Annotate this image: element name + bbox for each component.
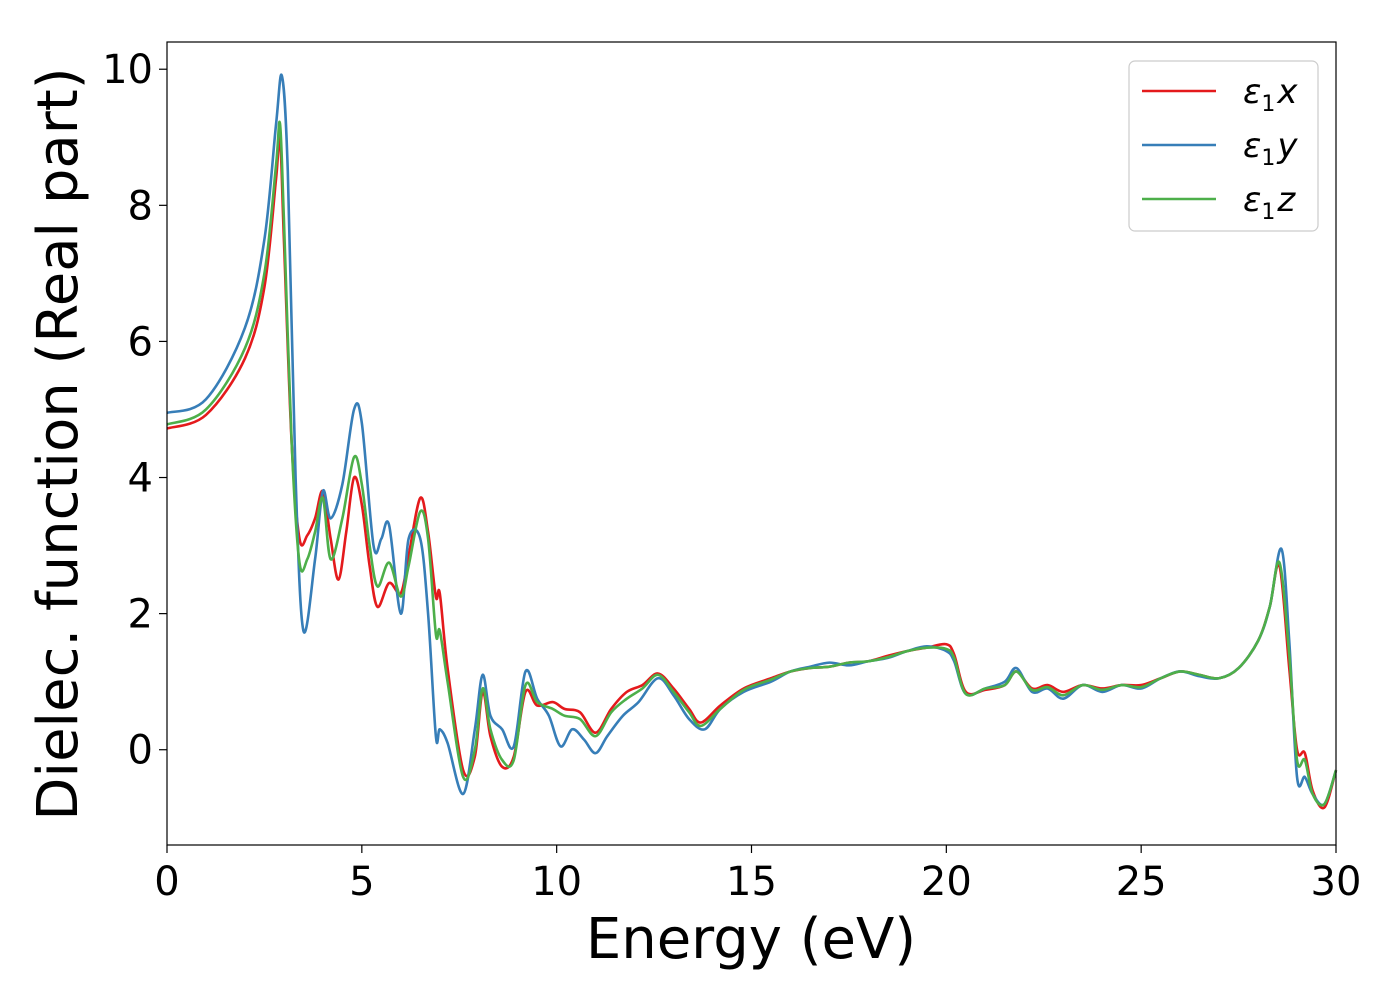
legend-label-x: ε1x — [1243, 72, 1298, 117]
legend-label-y: ε1y — [1243, 126, 1298, 171]
x-tick-label: 10 — [531, 859, 582, 905]
y-tick-label: 6 — [128, 319, 153, 365]
x-tick-label: 0 — [154, 859, 179, 905]
x-tick-label: 5 — [349, 859, 374, 905]
y-tick-label: 10 — [102, 47, 153, 93]
x-axis-ticks: 0 5 10 15 20 25 30 — [154, 845, 1361, 905]
y-tick-label: 2 — [128, 592, 153, 638]
x-tick-label: 30 — [1311, 859, 1362, 905]
legend-label-z: ε1z — [1243, 180, 1296, 225]
y-axis-ticks: 0 2 4 6 8 10 — [102, 47, 167, 774]
y-tick-label: 8 — [128, 183, 153, 229]
x-tick-label: 20 — [921, 859, 972, 905]
series-line-z — [166, 120, 1338, 807]
series-lines — [166, 73, 1338, 810]
y-axis-title: Dielec. function (Real part) — [26, 67, 91, 820]
y-tick-label: 4 — [128, 456, 153, 502]
x-tick-label: 25 — [1116, 859, 1167, 905]
x-axis-title: Energy (eV) — [586, 907, 916, 972]
x-tick-label: 15 — [726, 859, 777, 905]
y-tick-label: 0 — [128, 728, 153, 774]
legend: ε1x ε1y ε1z — [1128, 60, 1319, 232]
legend-box — [1128, 60, 1319, 232]
series-line-x — [166, 133, 1338, 810]
